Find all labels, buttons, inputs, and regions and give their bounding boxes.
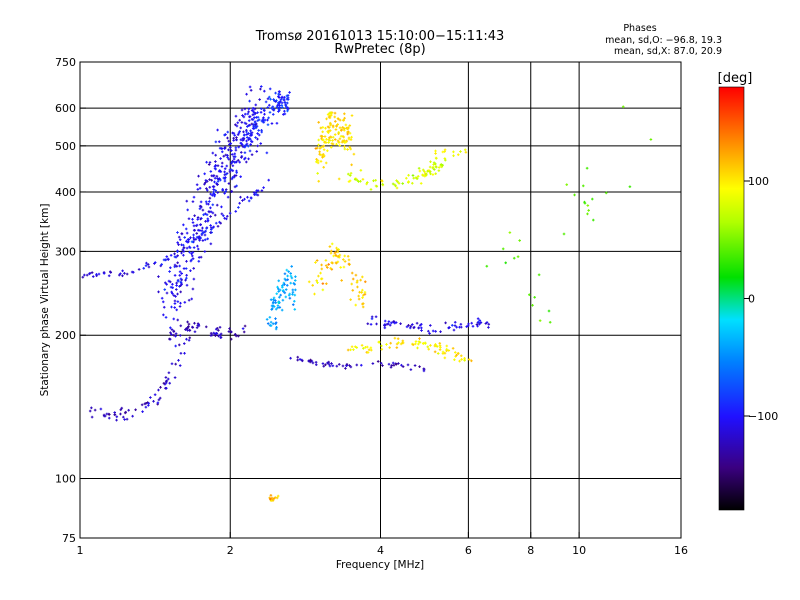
x-axis-ticks: 1 2 4 6 8 10 16 xyxy=(77,532,688,557)
y-tick-label: 200 xyxy=(55,329,76,342)
y-tick-label: 100 xyxy=(55,473,76,486)
y-tick-label: 400 xyxy=(55,186,76,199)
x-tick-label: 8 xyxy=(527,544,534,557)
stats-o-mode: mean, sd,O: −96.8, 19.3 xyxy=(605,35,722,46)
x-tick-label: 16 xyxy=(674,544,688,557)
y-tick-label: 500 xyxy=(55,140,76,153)
stats-x-mode: mean, sd,X: 87.0, 20.9 xyxy=(614,46,722,57)
x-tick-label: 10 xyxy=(572,544,586,557)
colorbar xyxy=(719,87,744,510)
colorbar-tick-label: 0 xyxy=(748,293,755,306)
colorbar-tick-label: −100 xyxy=(748,410,778,423)
x-tick-label: 1 xyxy=(77,544,84,557)
chart-title: Tromsø 20161013 15:10:00−15:11:43 xyxy=(255,29,505,44)
y-axis-label: Stationary phase Virtual Height [km] xyxy=(39,204,51,397)
y-axis-ticks: 75 100 200 300 400 500 600 750 xyxy=(55,56,86,545)
colorbar-label: [deg] xyxy=(718,71,753,86)
x-tick-label: 6 xyxy=(465,544,472,557)
y-tick-label: 75 xyxy=(62,532,76,545)
colorbar-tick-label: 100 xyxy=(748,175,769,188)
data-points xyxy=(81,85,653,503)
plot-grid xyxy=(80,62,681,538)
colorbar-ticks: 100 0 −100 xyxy=(744,175,778,423)
y-tick-label: 300 xyxy=(55,245,76,258)
x-axis-label: Frequency [MHz] xyxy=(336,559,424,571)
stats-heading: Phases xyxy=(623,23,656,34)
chart-subtitle: RwPretec (8p) xyxy=(334,42,425,57)
x-tick-label: 4 xyxy=(377,544,384,557)
x-tick-label: 2 xyxy=(227,544,234,557)
y-tick-label: 750 xyxy=(55,56,76,69)
y-tick-label: 600 xyxy=(55,102,76,115)
